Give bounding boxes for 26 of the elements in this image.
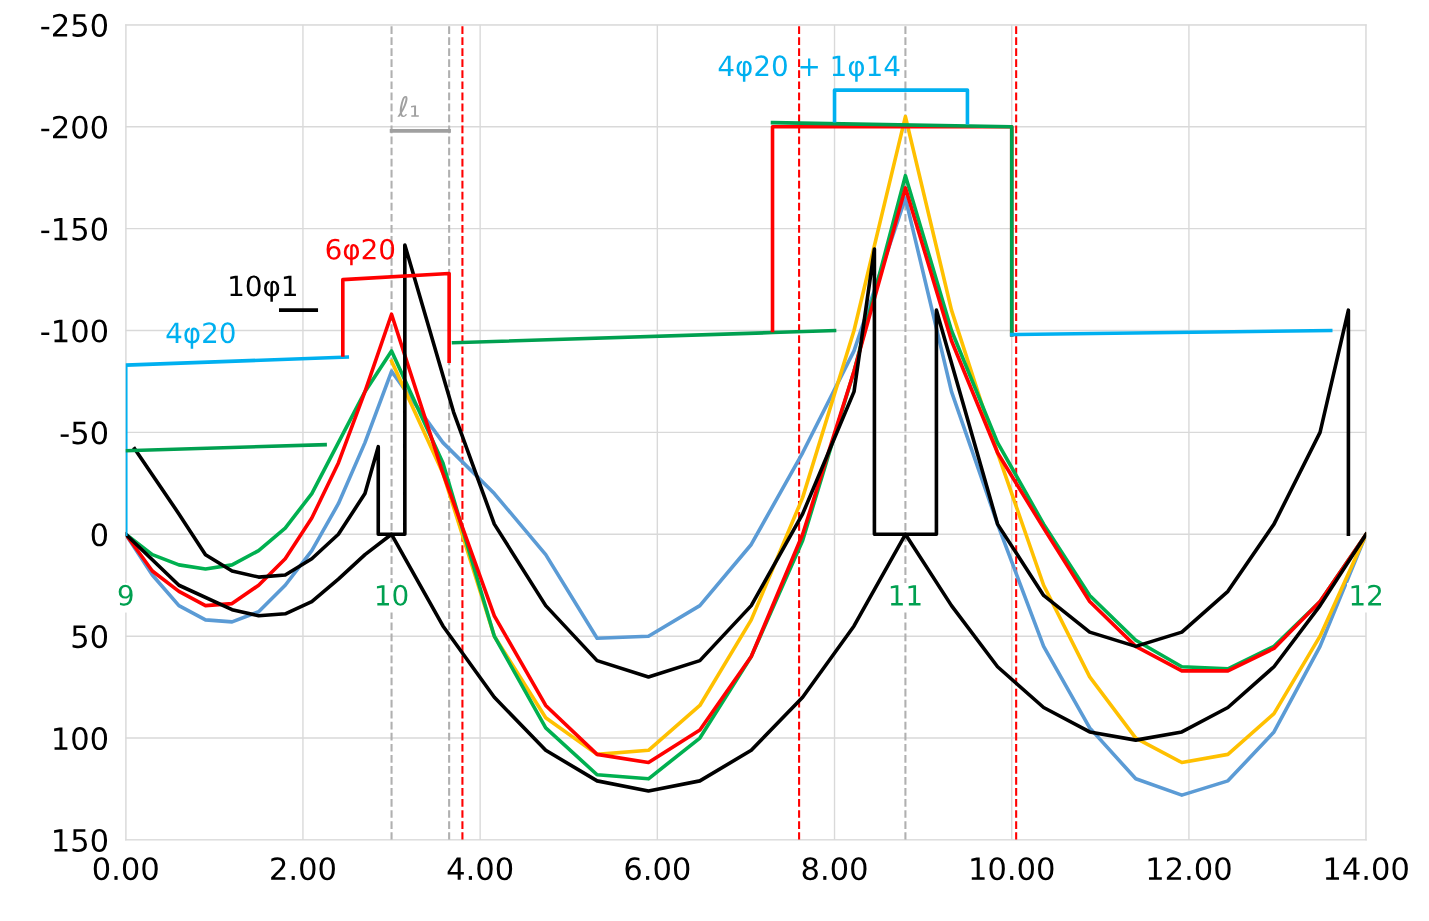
y-tick-label: 0 — [91, 523, 108, 547]
series-label: 10φ1 — [230, 275, 296, 302]
y-tick-label: 150 — [54, 828, 108, 852]
annotation: 9 — [118, 584, 133, 606]
annotation: 12 — [1351, 584, 1382, 606]
y-tick-label: -200 — [41, 115, 108, 139]
x-tick-label: 10.00 — [971, 857, 1054, 881]
y-tick-label: 50 — [72, 625, 108, 649]
x-tick-label: 2.00 — [271, 857, 335, 881]
x-tick-label: 4.00 — [447, 857, 513, 881]
y-tick-label: -50 — [60, 421, 108, 445]
series-label: 4φ20 + 1φ14 — [718, 55, 900, 82]
x-tick-label: 8.00 — [802, 857, 867, 881]
x-tick-label: 6.00 — [625, 857, 690, 881]
y-tick-label: -250 — [41, 13, 108, 37]
y-tick-label: -150 — [41, 217, 108, 241]
annotation: 11 — [890, 585, 921, 606]
x-tick-label: 0.00 — [93, 857, 158, 881]
annotation: 10 — [376, 584, 408, 606]
y-tick-label: 100 — [54, 727, 108, 751]
series-label: 4φ20 — [166, 322, 235, 349]
series-label: 6φ20 — [326, 238, 395, 266]
y-tick-label: -100 — [41, 319, 108, 343]
x-tick-label: 14.00 — [1325, 857, 1408, 881]
x-tick-label: 12.00 — [1148, 857, 1231, 881]
series-label: ℓ₁ — [397, 96, 419, 118]
